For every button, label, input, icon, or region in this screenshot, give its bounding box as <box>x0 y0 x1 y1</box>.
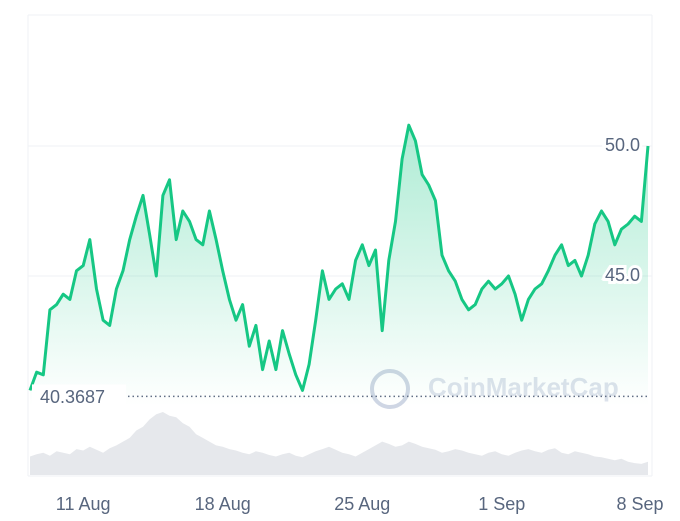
price-area <box>30 125 648 406</box>
reference-label-bg <box>32 384 126 409</box>
volume-area <box>30 412 648 475</box>
price-line <box>28 123 650 392</box>
reference-label: 40.3687 <box>40 387 105 407</box>
x-tick-label: 25 Aug <box>334 494 390 514</box>
x-tick-label: 1 Sep <box>478 494 525 514</box>
x-tick-label: 18 Aug <box>195 494 251 514</box>
y-tick-label: 45.0 <box>605 265 640 285</box>
x-tick-label: 11 Aug <box>56 494 111 514</box>
y-tick-label: 50.0 <box>605 135 640 155</box>
x-tick-label: 8 Sep <box>616 494 663 514</box>
